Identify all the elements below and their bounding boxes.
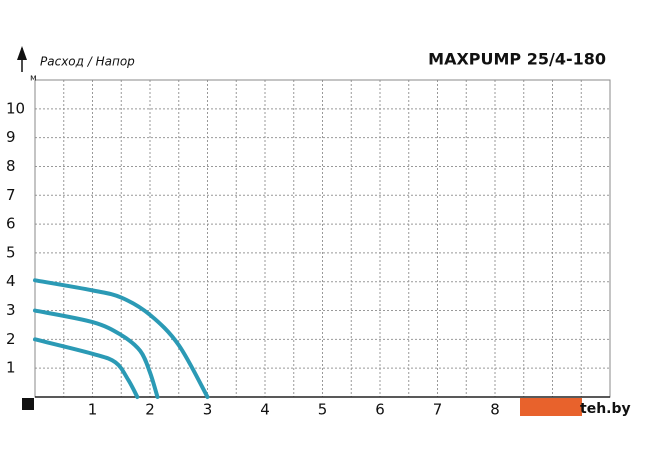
x-tick-label: 3: [203, 401, 213, 419]
x-tick-label: 6: [375, 401, 385, 419]
x-tick-label: 1: [88, 401, 98, 419]
y-tick-label: 9: [6, 128, 16, 146]
chart-title: MAXPUMP 25/4-180: [428, 50, 606, 69]
origin-square: [22, 398, 34, 410]
x-tick-label: 2: [145, 401, 155, 419]
y-tick-label: 2: [6, 330, 16, 348]
y-tick-label: 5: [6, 243, 16, 261]
watermark: teh.by: [580, 401, 631, 417]
y-tick-label: 8: [6, 157, 16, 175]
y-tick-label: 3: [6, 301, 16, 319]
x-tick-label: 8: [490, 401, 500, 419]
x-tick-label: 5: [318, 401, 328, 419]
y-tick-label: 10: [6, 99, 25, 117]
x-tick-label: 4: [260, 401, 270, 419]
x-tick-label: 7: [433, 401, 443, 419]
y-unit: м: [30, 74, 37, 84]
watermark-bar: [520, 398, 582, 416]
y-tick-label: 6: [6, 215, 16, 233]
pump-curve: [33, 337, 140, 399]
y-tick-label: 1: [6, 359, 16, 377]
y-axis-arrow-head: [17, 46, 27, 60]
pump-curve: [33, 308, 160, 399]
axis-label: Расход / Напор: [40, 55, 135, 69]
y-tick-label: 4: [6, 272, 16, 290]
y-tick-label: 7: [6, 186, 16, 204]
pump-curve: [33, 278, 210, 399]
